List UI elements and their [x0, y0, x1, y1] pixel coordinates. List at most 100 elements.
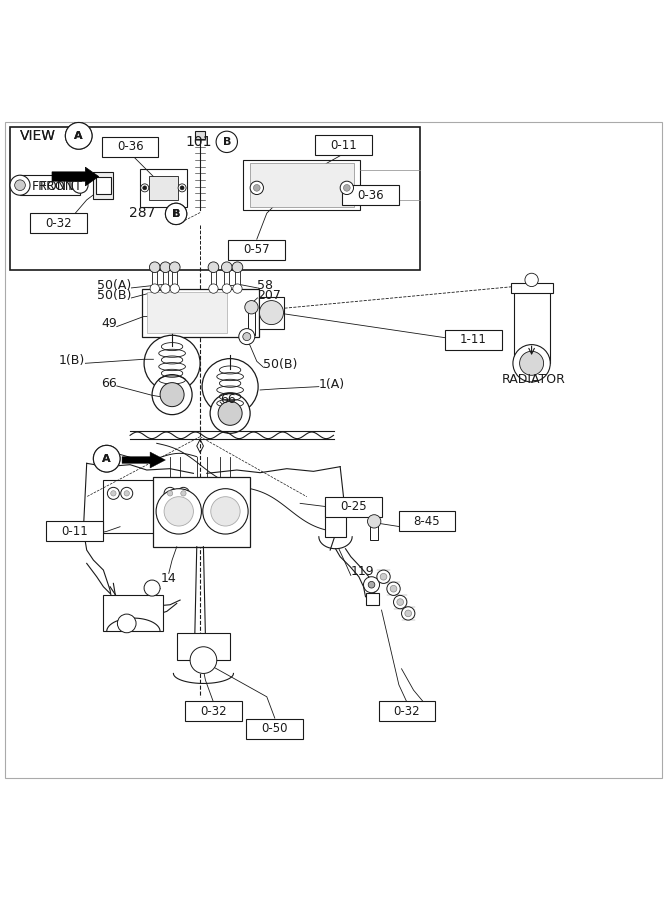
- Bar: [20, 176, 80, 195]
- Text: 0-32: 0-32: [45, 217, 72, 230]
- Text: 1-11: 1-11: [460, 333, 487, 346]
- Circle shape: [402, 607, 415, 620]
- Circle shape: [390, 585, 397, 592]
- Circle shape: [144, 580, 160, 596]
- Circle shape: [149, 262, 160, 273]
- Bar: [250, 163, 354, 206]
- Circle shape: [160, 382, 184, 407]
- Text: 50(B): 50(B): [97, 290, 131, 302]
- Text: B: B: [172, 209, 180, 219]
- Circle shape: [203, 489, 248, 534]
- Circle shape: [221, 262, 232, 273]
- Circle shape: [164, 497, 193, 526]
- Text: 119: 119: [351, 565, 374, 578]
- Bar: [103, 595, 163, 632]
- Text: 0-36: 0-36: [117, 140, 143, 153]
- Bar: [325, 497, 382, 517]
- Circle shape: [72, 177, 88, 194]
- Text: FRONT: FRONT: [32, 180, 75, 193]
- Circle shape: [222, 284, 231, 293]
- Bar: [315, 135, 372, 155]
- Bar: [446, 330, 502, 350]
- Circle shape: [152, 374, 192, 415]
- Text: 14: 14: [161, 572, 177, 585]
- Text: A: A: [75, 130, 83, 140]
- Text: 287: 287: [129, 206, 155, 220]
- Circle shape: [232, 262, 243, 273]
- Bar: [152, 267, 157, 289]
- Circle shape: [340, 181, 354, 194]
- Circle shape: [167, 491, 173, 496]
- Bar: [177, 634, 230, 660]
- Bar: [10, 127, 420, 270]
- Bar: [325, 502, 346, 536]
- Circle shape: [368, 581, 375, 588]
- Circle shape: [65, 122, 92, 149]
- Circle shape: [107, 488, 119, 500]
- Text: 50(A): 50(A): [97, 279, 131, 292]
- Circle shape: [156, 489, 201, 534]
- Circle shape: [169, 262, 180, 273]
- Text: 0-32: 0-32: [200, 705, 227, 718]
- Circle shape: [210, 393, 250, 433]
- Circle shape: [208, 262, 219, 273]
- Bar: [247, 719, 303, 739]
- Circle shape: [180, 186, 184, 190]
- Bar: [211, 267, 216, 289]
- Text: B: B: [223, 137, 231, 147]
- Text: B: B: [172, 209, 180, 219]
- Circle shape: [160, 262, 171, 273]
- Text: 1(A): 1(A): [319, 378, 345, 392]
- Bar: [149, 176, 178, 200]
- Text: 0-11: 0-11: [330, 139, 357, 152]
- Text: 58: 58: [257, 279, 273, 292]
- Bar: [514, 286, 550, 364]
- Circle shape: [164, 488, 176, 500]
- Text: 0-25: 0-25: [340, 500, 367, 513]
- Text: 101: 101: [185, 135, 212, 148]
- Text: VIEW: VIEW: [20, 129, 56, 143]
- Circle shape: [239, 328, 255, 345]
- Bar: [366, 593, 379, 605]
- Bar: [224, 267, 229, 289]
- Polygon shape: [52, 167, 99, 186]
- Circle shape: [202, 358, 258, 415]
- Circle shape: [121, 488, 133, 500]
- Circle shape: [93, 446, 120, 472]
- Circle shape: [387, 582, 400, 596]
- Circle shape: [405, 610, 412, 616]
- Circle shape: [209, 284, 218, 293]
- Circle shape: [380, 573, 387, 580]
- Bar: [259, 297, 284, 328]
- Text: VIEW: VIEW: [20, 129, 56, 143]
- Circle shape: [150, 284, 159, 293]
- Circle shape: [394, 596, 407, 608]
- Text: 0-57: 0-57: [243, 243, 270, 256]
- Text: 0-11: 0-11: [61, 525, 88, 538]
- Bar: [399, 511, 455, 531]
- Circle shape: [161, 284, 170, 293]
- Bar: [195, 131, 205, 140]
- Circle shape: [124, 491, 129, 496]
- Bar: [342, 185, 399, 205]
- Bar: [228, 240, 285, 260]
- Bar: [235, 267, 240, 289]
- Circle shape: [10, 176, 30, 195]
- Circle shape: [15, 180, 25, 191]
- Text: A: A: [103, 454, 111, 464]
- Circle shape: [181, 491, 186, 496]
- Bar: [511, 283, 553, 293]
- Polygon shape: [122, 452, 165, 468]
- Circle shape: [525, 274, 538, 286]
- Circle shape: [250, 181, 263, 194]
- Text: A: A: [103, 454, 111, 464]
- Circle shape: [216, 131, 237, 152]
- Circle shape: [253, 184, 260, 191]
- Circle shape: [259, 301, 283, 325]
- Bar: [96, 176, 111, 194]
- Text: 0-50: 0-50: [261, 723, 288, 735]
- Text: 207: 207: [257, 290, 281, 302]
- Circle shape: [65, 122, 92, 149]
- Bar: [101, 137, 159, 157]
- Polygon shape: [243, 160, 360, 210]
